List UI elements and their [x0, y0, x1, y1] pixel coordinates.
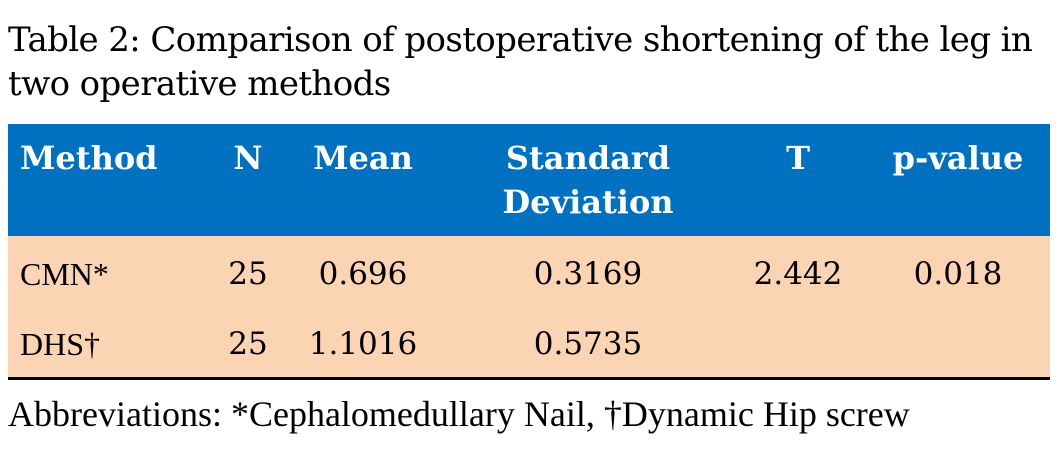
cell-n: 25 [228, 326, 268, 362]
header-standard-deviation: Standard Deviation [502, 139, 674, 221]
header-mean: Mean [313, 139, 413, 177]
header-n: N [233, 139, 263, 177]
table-caption: Table 2: Comparison of postoperative sho… [8, 20, 1033, 104]
cell-p-value: 0.018 [913, 256, 1003, 292]
table-row: CMN* 25 0.696 0.3169 2.442 0.018 [8, 236, 1050, 306]
header-t: T [786, 139, 810, 177]
header-p-value: p-value [892, 139, 1024, 177]
table-bottom-rule [8, 377, 1050, 380]
cell-n: 25 [228, 256, 268, 292]
abbreviations-footnote: Abbreviations: *Cephalomedullary Nail, †… [8, 394, 910, 434]
table-body: CMN* 25 0.696 0.3169 2.442 0.018 DHS† 25… [8, 236, 1050, 377]
table-row: DHS† 25 1.1016 0.5735 [8, 306, 1050, 376]
data-table: Method N Mean Standard Deviation T p-val… [8, 124, 1050, 380]
cell-method: CMN* [20, 256, 109, 292]
header-method: Method [20, 139, 158, 177]
cell-t: 2.442 [753, 256, 843, 292]
cell-mean: 1.1016 [308, 326, 418, 362]
cell-mean: 0.696 [318, 256, 408, 292]
cell-standard-deviation: 0.5735 [533, 326, 643, 362]
table-header-row: Method N Mean Standard Deviation T p-val… [8, 124, 1050, 236]
cell-method: DHS† [20, 326, 101, 362]
cell-standard-deviation: 0.3169 [533, 256, 643, 292]
